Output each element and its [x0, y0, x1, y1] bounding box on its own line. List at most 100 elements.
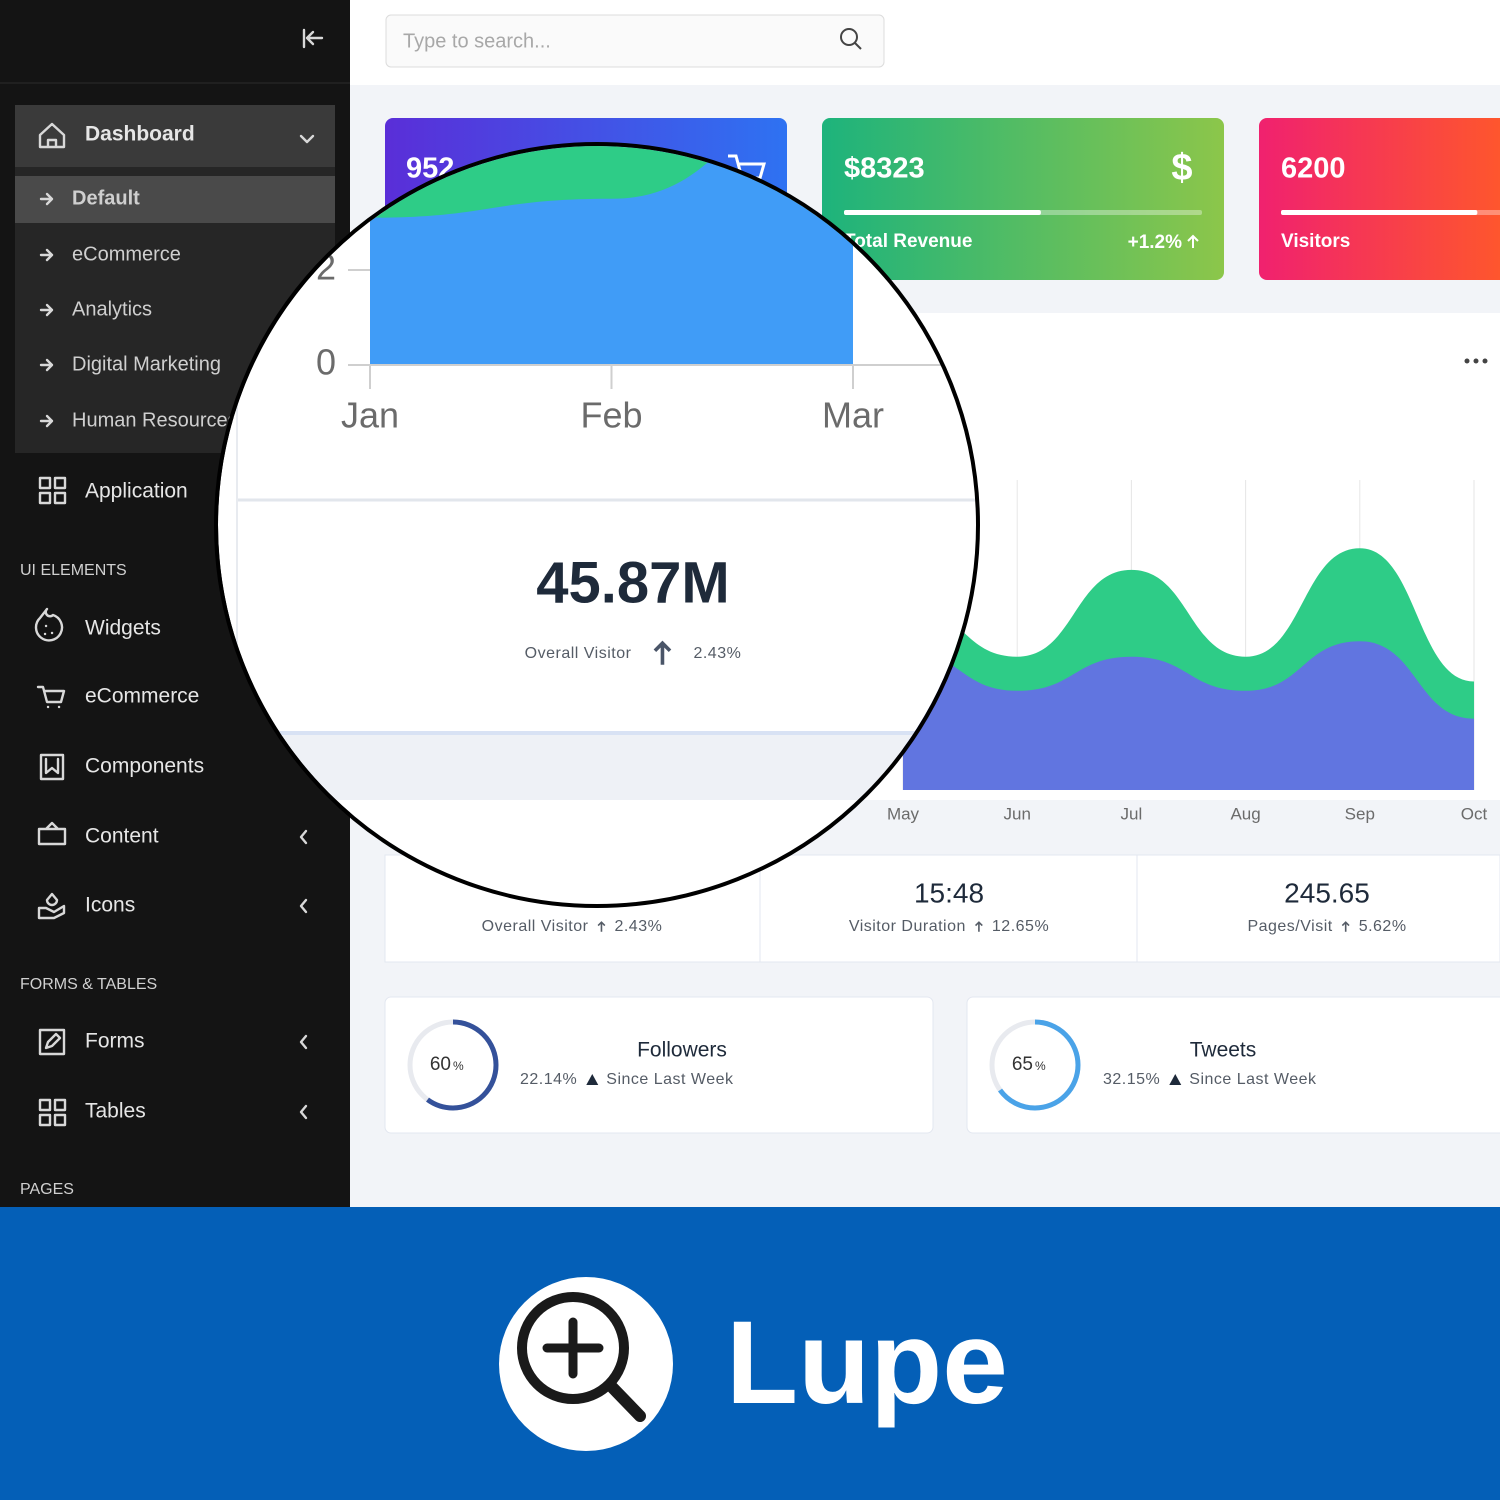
card [1259, 118, 1500, 280]
home-icon [38, 122, 66, 149]
chevron [299, 1034, 308, 1050]
submenu-item[interactable]: Human Resources [72, 409, 238, 431]
social-change: 22.14% [520, 1071, 577, 1088]
magnifier-icon [517, 1292, 646, 1422]
submenu-item[interactable]: Digital Marketing [72, 353, 221, 375]
x-tick-label: Jul [1121, 804, 1143, 823]
x-tick-label: Feb [580, 395, 642, 436]
up-arrow [1187, 234, 1199, 248]
x-tick-label: Sep [1345, 804, 1375, 823]
nav-item[interactable]: Components [85, 755, 204, 778]
chevron [299, 1104, 308, 1120]
x-tick-label: Jun [1003, 804, 1030, 823]
progress-bar [1281, 210, 1478, 215]
submenu-item[interactable]: Analytics [72, 298, 152, 320]
social-note: Since Last Week [606, 1071, 734, 1088]
nav-item[interactable]: Widgets [85, 617, 161, 640]
nav-item[interactable]: Forms [85, 1030, 145, 1053]
card-label: Total Revenue [844, 231, 972, 252]
more-icon[interactable] [1464, 358, 1488, 364]
arrow-icon [39, 358, 54, 372]
x-tick-label: Aug [1230, 804, 1260, 823]
social-note: Since Last Week [1189, 1071, 1317, 1088]
app-icon [38, 476, 52, 490]
stat-change: 2.43% [693, 645, 741, 662]
up-arrow [653, 640, 672, 665]
submenu-active[interactable] [15, 176, 335, 223]
lens-stat-value: 45.87M [536, 550, 729, 615]
up-triangle [586, 1074, 599, 1085]
x-tick-label: May [887, 804, 920, 823]
ring-value: 65 [1012, 1054, 1033, 1075]
chevron [299, 829, 308, 845]
nav-item[interactable]: eCommerce [85, 685, 199, 708]
ring-unit: % [453, 1059, 464, 1073]
nav-icon [37, 821, 67, 846]
arrow-icon [39, 414, 54, 428]
up-arrow [1341, 921, 1350, 932]
nav-icon [38, 1098, 67, 1127]
chevron [299, 134, 315, 144]
nav-icon [36, 685, 66, 709]
ring-progress [989, 1019, 1081, 1111]
nav-icon [38, 1028, 66, 1056]
up-triangle [1169, 1074, 1182, 1085]
search-box[interactable] [385, 14, 885, 68]
stat-label: Overall Visitor [482, 918, 589, 935]
stat-value: 15:48 [914, 877, 984, 908]
stat-change: 2.43% [614, 918, 662, 935]
stat-value: 245.65 [1284, 877, 1370, 908]
card-value: $8323 [844, 153, 925, 185]
arrow-icon [39, 303, 54, 317]
nav-item[interactable]: Content [85, 825, 159, 848]
area [903, 641, 1474, 790]
lens-gap [218, 733, 976, 800]
section-title: UI ELEMENTS [20, 562, 127, 579]
nav-icon [39, 753, 65, 781]
social-title: Followers [637, 1039, 727, 1062]
progress-bar [844, 210, 1041, 215]
x-tick-label: Oct [1461, 804, 1488, 823]
chevron [299, 898, 308, 914]
social-title: Tweets [1190, 1039, 1257, 1062]
stat-label: Visitor Duration [849, 918, 966, 935]
nav-icon [34, 607, 64, 642]
social-card [384, 996, 934, 1134]
submenu-item[interactable]: eCommerce [72, 243, 181, 265]
submenu-item[interactable]: Default [72, 187, 140, 209]
lens-rim [214, 142, 980, 908]
section-title: FORMS & TABLES [20, 976, 157, 993]
nav-item[interactable]: Icons [85, 894, 135, 917]
ring-value: 60 [430, 1054, 451, 1075]
x-tick-label: Mar [822, 395, 884, 436]
banner [0, 1207, 1500, 1500]
social-card [966, 996, 1500, 1134]
collapse-icon[interactable] [302, 28, 324, 49]
stat-change: 12.65% [992, 918, 1049, 935]
arrow-icon [39, 192, 54, 206]
nav-item[interactable]: Dashboard [85, 123, 195, 146]
arrow-icon [39, 248, 54, 262]
search-placeholder: Type to search... [403, 30, 551, 52]
nav-icon [37, 892, 66, 920]
card [822, 118, 1224, 280]
banner-title: Lupe [726, 1297, 1008, 1429]
card-value: 6200 [1281, 153, 1346, 185]
social-change: 32.15% [1103, 1071, 1160, 1088]
search-icon[interactable] [840, 28, 862, 50]
up-arrow [597, 921, 606, 932]
nav-active[interactable] [15, 105, 335, 167]
card-change: +1.2% [1128, 232, 1183, 253]
up-arrow [974, 921, 983, 932]
ring-progress [407, 1019, 499, 1111]
stat-change: 5.62% [1359, 918, 1407, 935]
nav-item[interactable]: Application [85, 480, 188, 503]
stat-label: Pages/Visit [1247, 918, 1332, 935]
x-tick-label: Jan [341, 395, 399, 436]
stat-label: Overall Visitor [525, 645, 632, 662]
card-label: Visitors [1281, 231, 1350, 252]
dollar-icon: $ [1171, 147, 1192, 189]
nav-item[interactable]: Tables [85, 1100, 146, 1123]
